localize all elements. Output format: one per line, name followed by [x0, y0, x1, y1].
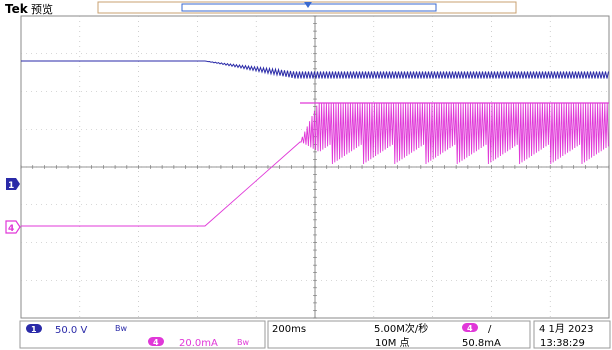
status-bar: 1 50.0 V Bw 4 20.0mA Bw 200ms 5.00M次/秒 1… — [19, 320, 611, 349]
brand-logo: Tek — [5, 2, 29, 16]
trigger-slope-icon: / — [488, 324, 492, 335]
datetime-box — [533, 320, 611, 349]
timebase-readout-box[interactable] — [267, 320, 531, 349]
trigger-source-label: 4 — [467, 324, 473, 333]
ch1-marker-label: 1 — [8, 181, 14, 191]
record-length: 10M 点 — [375, 337, 410, 349]
ch4-waveform — [21, 102, 609, 227]
trigger-source-badge — [462, 323, 478, 332]
ch1-waveform — [21, 60, 609, 79]
waveforms — [21, 60, 609, 227]
ch1-ground-marker[interactable]: 1 — [6, 178, 20, 191]
channel-readout-box[interactable] — [19, 320, 266, 349]
graticule — [20, 15, 610, 319]
ch1-scale: 50.0 V — [55, 325, 87, 336]
ch4-badge-label: 4 — [153, 338, 159, 347]
bandwidth-limit-icon: Bw — [115, 324, 127, 333]
ch1-badge — [26, 324, 42, 333]
ch4-ground-marker[interactable]: 4 — [5, 220, 21, 234]
ch4-scale: 20.0mA — [179, 338, 218, 349]
trigger-level: 50.8mA — [462, 338, 501, 349]
ch4-marker-label: 4 — [8, 224, 14, 234]
sample-rate: 5.00M次/秒 — [374, 322, 428, 335]
mode-label: 预览 — [31, 2, 53, 16]
time-label: 13:38:29 — [540, 338, 585, 349]
ch4-badge — [148, 337, 164, 346]
ch1-badge-label: 1 — [31, 325, 37, 334]
trigger-position-icon[interactable] — [304, 2, 312, 8]
bandwidth-limit-icon: Bw — [237, 338, 249, 347]
date-label: 4 1月 2023 — [539, 323, 594, 335]
time-per-division: 200ms — [272, 324, 306, 335]
